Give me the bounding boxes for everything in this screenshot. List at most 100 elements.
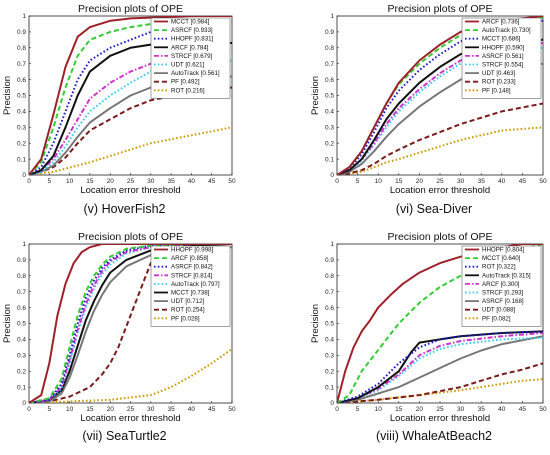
y-tick-label: 0.2 <box>325 140 334 147</box>
legend-entry: HHOPF [0.998] <box>171 247 214 254</box>
legend-entry: AutoTrack [0.561] <box>171 70 220 77</box>
chart-title: Precision plots of OPE <box>387 3 492 15</box>
y-tick-label: 0.1 <box>325 156 334 163</box>
series-line-1 <box>29 244 232 403</box>
chart-title: Precision plots of OPE <box>78 231 183 243</box>
legend-entry: ARCF [0.784] <box>171 44 209 51</box>
legend-entry: ROT [0.254] <box>171 307 205 314</box>
legend-entry: ROT [0.322] <box>482 264 516 271</box>
legend-box <box>461 17 542 99</box>
x-tick-label: 30 <box>147 406 155 413</box>
series-line-5 <box>29 54 232 175</box>
series-line-7 <box>337 335 543 403</box>
x-tick-label: 40 <box>498 406 506 413</box>
x-tick-label: 30 <box>147 178 155 185</box>
x-tick-label: 50 <box>228 406 236 413</box>
x-tick-label: 0 <box>27 178 31 185</box>
x-tick-label: 40 <box>498 178 506 185</box>
legend-entry: STRCF [0.814] <box>171 272 213 279</box>
y-tick-label: 0.9 <box>17 257 26 264</box>
legend-entry: HHOPF [0.590] <box>482 44 525 51</box>
legend: MCCT [0.984]ASRCF [0.933] HHOPF [0.831]AR… <box>150 17 231 99</box>
series-line-6 <box>29 59 232 175</box>
x-tick-label: 0 <box>335 178 339 185</box>
y-tick-label: 1 <box>330 13 334 20</box>
x-tick-label: 20 <box>416 406 424 413</box>
x-tick-label: 0 <box>335 406 339 413</box>
x-axis-label: Location error threshold <box>80 413 180 424</box>
x-tick-label: 5 <box>356 406 360 413</box>
y-tick-label: 0.9 <box>325 257 334 264</box>
legend-entry: MCCT [0.984] <box>171 19 210 26</box>
x-tick-label: 45 <box>519 178 527 185</box>
x-tick-label: 45 <box>519 406 527 413</box>
x-tick-label: 20 <box>107 178 115 185</box>
x-tick-label: 10 <box>66 406 74 413</box>
y-tick-label: 1 <box>330 241 334 248</box>
x-tick-label: 50 <box>539 178 547 185</box>
y-tick-label: 0 <box>330 172 334 179</box>
y-tick-label: 0.3 <box>17 353 26 360</box>
x-tick-label: 25 <box>436 178 444 185</box>
x-axis-label: Location error threshold <box>80 185 180 196</box>
legend-entry: HHOPF [0.804] <box>482 247 525 254</box>
chart-title: Precision plots of OPE <box>387 231 492 243</box>
x-axis-label: Location error threshold <box>390 185 490 196</box>
y-tick-label: 0.4 <box>17 337 26 344</box>
y-tick-label: 0.3 <box>325 125 334 132</box>
series-line-1 <box>29 16 232 175</box>
y-tick-label: 0.7 <box>325 289 334 296</box>
x-tick-label: 50 <box>539 406 547 413</box>
y-tick-label: 0.1 <box>325 384 334 391</box>
y-tick-label: 0.5 <box>17 321 26 328</box>
legend-entry: ARCF [0.300] <box>482 281 520 288</box>
figure-caption: (vii) SeaTurtle2 <box>82 429 166 443</box>
y-tick-label: 0.9 <box>17 29 26 36</box>
legend-entry: ASRCF [0.842] <box>171 264 213 271</box>
y-tick-label: 0.7 <box>325 61 334 68</box>
x-tick-label: 40 <box>188 406 196 413</box>
legend-box <box>461 245 542 327</box>
series-line-2 <box>29 244 232 403</box>
x-tick-label: 50 <box>228 178 236 185</box>
x-tick-label: 35 <box>167 406 175 413</box>
legend-entry: MCCT [0.686] <box>482 36 521 43</box>
legend-entry: MCCT [0.640] <box>482 255 521 262</box>
legend-entry: UDT [0.088] <box>482 307 516 314</box>
y-tick-label: 0.7 <box>17 61 26 68</box>
x-tick-label: 30 <box>457 406 465 413</box>
legend-entry: UDT [0.463] <box>482 70 516 77</box>
series-line-6 <box>337 336 543 403</box>
x-tick-label: 35 <box>478 406 486 413</box>
legend-entry: ARCF [0.858] <box>171 255 209 262</box>
x-tick-label: 15 <box>86 406 94 413</box>
y-tick-label: 0 <box>22 172 26 179</box>
y-tick-label: 0.8 <box>17 45 26 52</box>
x-tick-label: 35 <box>167 178 175 185</box>
y-tick-label: 0.4 <box>17 109 26 116</box>
y-tick-label: 0.7 <box>17 289 26 296</box>
legend-entry: PF [0.028] <box>171 315 200 322</box>
x-tick-label: 15 <box>395 406 403 413</box>
x-tick-label: 45 <box>208 178 216 185</box>
y-tick-label: 0.8 <box>325 273 334 280</box>
legend-entry: ROT [0.233] <box>482 79 516 86</box>
series-line-3 <box>29 244 232 403</box>
legend-entry: AutoTrack [0.315] <box>482 272 531 279</box>
x-tick-label: 30 <box>457 178 465 185</box>
legend-entry: AutoTrack [0.797] <box>171 281 220 288</box>
x-tick-label: 20 <box>107 406 115 413</box>
x-tick-label: 5 <box>47 406 51 413</box>
series-line-3 <box>337 330 543 403</box>
y-tick-label: 0 <box>22 400 26 407</box>
series-line-8 <box>337 102 543 175</box>
legend-entry: PF [0.082] <box>482 315 511 322</box>
x-tick-label: 5 <box>356 178 360 185</box>
y-tick-label: 0.2 <box>325 368 334 375</box>
series-line-3 <box>337 19 543 175</box>
figure-caption: (viii) WhaleAtBeach2 <box>376 429 492 443</box>
